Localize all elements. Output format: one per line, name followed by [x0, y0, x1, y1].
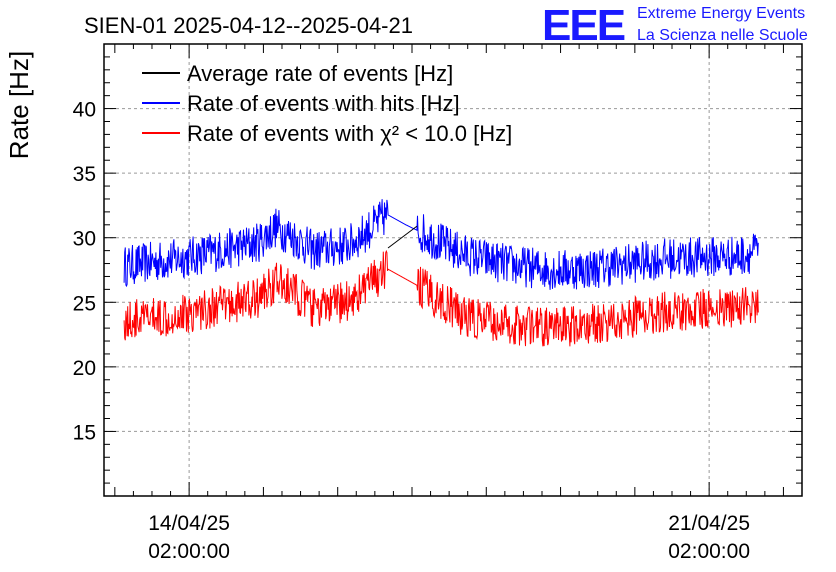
- x-tick-date: 14/04/25: [148, 512, 230, 535]
- axes: 15 20 25 30 35 40 14/04/25 02:00:00 21/04/25 02:0…: [73, 43, 803, 563]
- y-tick-label: 20: [73, 357, 96, 380]
- y-axis-title: Rate [Hz]: [4, 51, 34, 159]
- x-tick-date: 21/04/25: [668, 512, 750, 535]
- eee-logo-mark: EEE: [542, 1, 625, 50]
- y-tick-label: 15: [73, 421, 96, 444]
- x-tick-clock: 02:00:00: [148, 540, 230, 563]
- legend-label: Rate of events with hits [Hz]: [187, 91, 460, 116]
- series-line-average: [387, 225, 418, 249]
- y-tick-label: 30: [73, 228, 96, 251]
- legend-label: Average rate of events [Hz]: [187, 61, 453, 86]
- plot-frame: [103, 43, 803, 497]
- legend: Average rate of events [Hz] Rate of event…: [142, 61, 512, 146]
- series-lines: [123, 199, 759, 347]
- eee-logo-line1: Extreme Energy Events: [637, 5, 805, 22]
- series-line-chi2: [123, 249, 759, 347]
- y-tick-label: 35: [73, 163, 96, 186]
- y-tick-label: 25: [73, 292, 96, 315]
- eee-logo: EEE Extreme Energy Events La Scienza nel…: [542, 1, 808, 50]
- x-tick-clock: 02:00:00: [668, 540, 750, 563]
- series-line-hits: [123, 199, 759, 290]
- legend-label: Rate of events with χ² < 10.0 [Hz]: [187, 121, 512, 146]
- chart-title: SIEN-01 2025-04-12--2025-04-21: [84, 13, 413, 38]
- y-tick-label: 40: [73, 99, 96, 122]
- eee-logo-line2: La Scienza nelle Scuole: [637, 27, 808, 44]
